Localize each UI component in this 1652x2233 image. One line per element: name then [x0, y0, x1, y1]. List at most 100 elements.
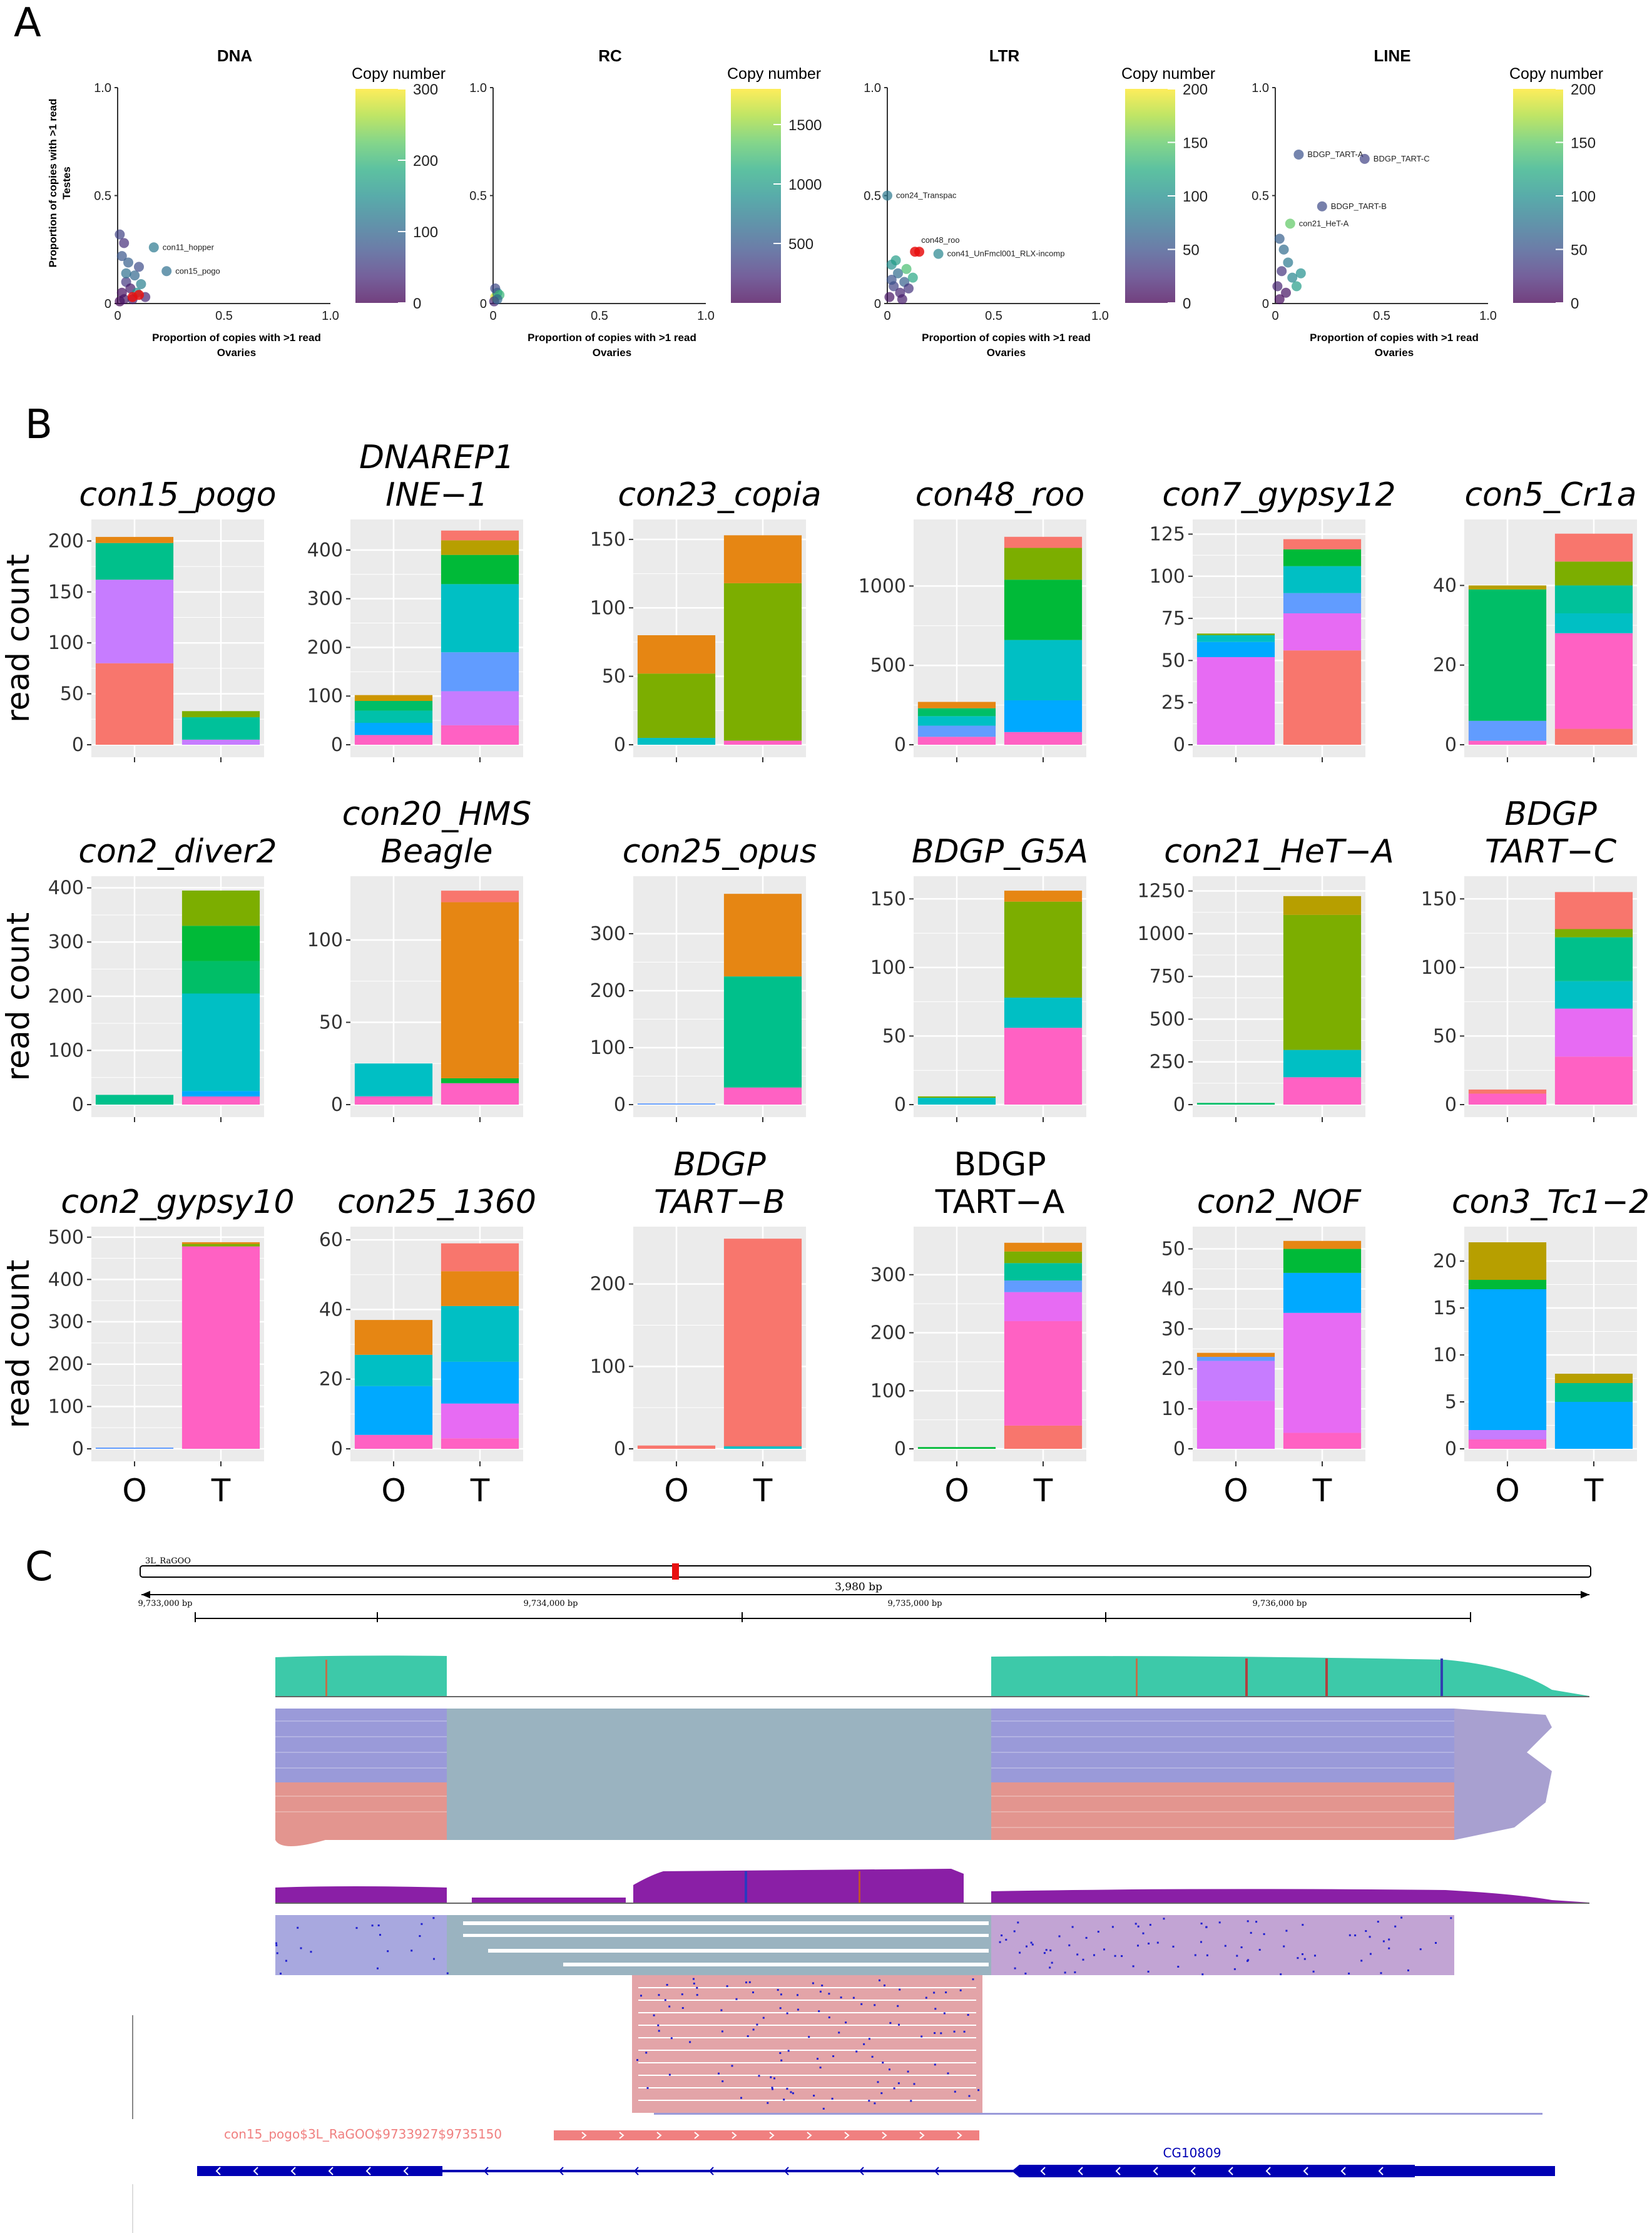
mismatch-dot — [1132, 1965, 1134, 1968]
mismatch-dot — [276, 1952, 278, 1955]
y-tick-label: 200 — [590, 980, 626, 1002]
x-tick-label: 1.0 — [322, 309, 339, 323]
mismatch-dot — [947, 2072, 949, 2075]
y-tick-label: 100 — [1150, 566, 1185, 588]
bar-segment — [1196, 635, 1275, 642]
bar-segment — [637, 673, 716, 738]
chart-title: con5_Cr1a — [1464, 476, 1636, 514]
mismatch-dot — [780, 2059, 783, 2062]
mismatch-dot — [999, 1941, 1001, 1943]
data-point — [1283, 257, 1293, 268]
y-axis-label-row-2: read count — [0, 912, 36, 1081]
data-point — [890, 255, 901, 265]
gene-intron-arrows — [483, 2167, 939, 2175]
chart-title-line-2: TART−C — [1485, 833, 1617, 871]
y-tick-label: 500 — [870, 655, 906, 677]
x-tick-label: O — [664, 1473, 688, 1509]
mismatch-dot — [377, 1924, 380, 1926]
bar-segment — [441, 725, 519, 745]
y-tick-label: 1250 — [1138, 881, 1185, 902]
bar-segment — [181, 993, 260, 1091]
te-feature-label: con15_pogo$3L_RaGOO$9733927$9735150 — [224, 2127, 502, 2142]
mismatch-dot — [668, 2005, 671, 2008]
y-tick-label: 100 — [48, 632, 84, 654]
bar-segment — [637, 1103, 716, 1105]
colorbar-tick-label: 0 — [1183, 295, 1191, 312]
bar-segment — [1468, 1093, 1547, 1105]
colorbar-title: Copy number — [727, 65, 821, 83]
mismatch-dot — [1382, 1940, 1385, 1943]
y-tick-label: 1.0 — [469, 81, 487, 95]
mismatch-dot — [1074, 1971, 1076, 1973]
mismatch-dot — [882, 2062, 884, 2064]
y-tick-label: 0 — [894, 734, 906, 756]
mismatch-dot — [1058, 1935, 1061, 1938]
data-point — [115, 229, 125, 240]
bar-segment — [1468, 1430, 1547, 1439]
bar-segment — [1283, 613, 1362, 651]
bar-segment — [354, 1434, 433, 1449]
y-tick-label: 200 — [48, 986, 84, 1008]
mismatch-dot — [770, 2076, 772, 2078]
data-point — [161, 266, 172, 277]
bar-segment — [1554, 1383, 1633, 1402]
mismatch-dot — [1019, 1951, 1021, 1954]
mismatch-dot — [1377, 1921, 1379, 1923]
mismatch-dot — [1263, 1933, 1265, 1935]
y-tick-label: 200 — [870, 1322, 906, 1344]
data-point — [901, 263, 912, 274]
mismatch-dot — [1240, 1946, 1243, 1948]
gene-label: CG10809 — [1163, 2145, 1221, 2160]
mismatch-dot — [831, 2097, 834, 2100]
mismatch-dot — [819, 2067, 822, 2069]
y-tick-label: 250 — [1150, 1051, 1185, 1073]
bar-segment — [1283, 539, 1362, 549]
mismatch-dot — [1205, 1926, 1208, 1928]
mismatch-dot — [934, 2063, 936, 2066]
bar-segment — [441, 691, 519, 725]
mismatch-dot — [1312, 1970, 1315, 1973]
bar-segment — [1468, 740, 1547, 745]
mismatch-dot — [1388, 1938, 1390, 1941]
panel-b-bar-charts: 050100150200con15_pogo0100200300400DNARE… — [0, 439, 1649, 1509]
bar-segment — [1468, 720, 1547, 741]
mismatch-dot — [689, 2041, 691, 2043]
te-feature-bar — [554, 2130, 979, 2140]
mismatch-dot — [822, 2107, 825, 2110]
mismatch-dot — [1285, 1929, 1288, 1932]
mismatch-dot — [852, 1996, 855, 1999]
mismatch-dot — [748, 1981, 751, 1983]
bar-segment — [441, 1438, 519, 1449]
bar-segment — [723, 1446, 802, 1449]
y-tick-label: 25 — [1161, 692, 1185, 714]
y-tick-label: 1000 — [1138, 923, 1185, 945]
y-tick-label: 400 — [48, 1269, 84, 1290]
mismatch-dot — [845, 2021, 847, 2024]
colorbar-title: Copy number — [352, 65, 446, 83]
bar-segment — [441, 891, 519, 902]
span-label: 3,980 bp — [835, 1581, 882, 1593]
y-tick-label: 100 — [307, 929, 343, 951]
bar-segment — [1004, 732, 1083, 745]
ruler-label-2: 9,734,000 bp — [524, 1599, 578, 1608]
bar-segment — [181, 711, 260, 718]
y-tick-label: 20 — [1433, 655, 1457, 677]
highlight-point — [134, 290, 144, 300]
bar-chart-11: 0 250 500 750 1000 1250 con21_HeT−A — [1138, 833, 1394, 1122]
bar-segment — [1004, 580, 1083, 640]
mismatch-dot — [783, 2098, 785, 2101]
y-tick-label: 100 — [590, 597, 626, 619]
y-axis-sublabel: Testes — [61, 166, 73, 200]
chart-title: con25_opus — [623, 833, 817, 871]
mismatch-dot — [863, 2043, 865, 2045]
bar-segment — [1004, 1251, 1083, 1264]
mismatch-dot — [838, 2031, 840, 2034]
mismatch-dot — [657, 2024, 660, 2026]
data-point — [1281, 287, 1291, 298]
mismatch-dot — [1147, 1970, 1150, 1973]
mismatch-dot — [1134, 1923, 1137, 1925]
highlight-point — [914, 247, 924, 257]
